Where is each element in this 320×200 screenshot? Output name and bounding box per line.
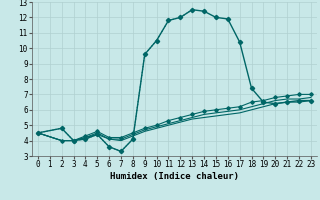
X-axis label: Humidex (Indice chaleur): Humidex (Indice chaleur) bbox=[110, 172, 239, 181]
